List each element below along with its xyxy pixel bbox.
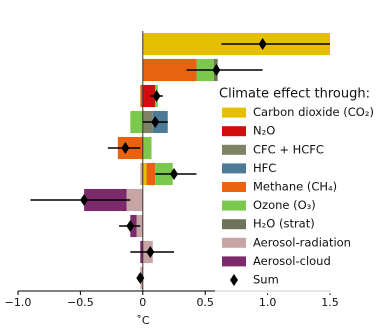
sum-marker xyxy=(146,246,155,258)
legend-label: Sum xyxy=(253,273,279,287)
legend-label: HFC xyxy=(253,161,276,175)
sum-marker xyxy=(212,64,221,76)
legend-label: Carbon dioxide (CO₂) xyxy=(253,105,374,119)
x-tick-label: −0.5 xyxy=(67,296,94,309)
legend-swatch xyxy=(222,182,246,192)
x-tick-label: 0 xyxy=(139,296,146,309)
bar-segment xyxy=(142,162,147,186)
bar-segment xyxy=(142,84,156,108)
x-tick-label: 1.0 xyxy=(259,296,277,309)
legend-swatch xyxy=(222,256,246,267)
legend-label: H₂O (strat) xyxy=(253,217,315,231)
legend-swatch xyxy=(222,219,246,230)
legend-swatch xyxy=(222,144,246,155)
legend-swatch xyxy=(222,237,246,248)
sum-marker xyxy=(151,116,160,128)
legend-label: Methane (CH₄) xyxy=(253,180,337,194)
bar-segment xyxy=(130,110,143,134)
legend-label: Aerosol-radiation xyxy=(253,235,351,249)
sum-marker xyxy=(80,194,89,206)
legend-label: Ozone (O₃) xyxy=(253,198,316,212)
bar-segment xyxy=(146,162,156,186)
legend-title: Climate effect through: xyxy=(219,87,370,102)
legend-swatch xyxy=(222,126,246,137)
bar-segment xyxy=(126,188,143,212)
bar-segment xyxy=(142,136,152,160)
sum-marker xyxy=(121,142,130,154)
sum-marker xyxy=(170,168,178,180)
bar-segment xyxy=(140,162,143,186)
sum-marker xyxy=(152,90,161,102)
x-tick-label: 1.5 xyxy=(321,296,339,309)
legend-label: CFC + HCFC xyxy=(253,142,324,156)
x-tick-label: 0.5 xyxy=(196,296,214,309)
x-axis-label: ˚C xyxy=(136,314,150,327)
sum-marker xyxy=(258,38,267,50)
bar-segment xyxy=(142,58,197,82)
legend-label: N₂O xyxy=(253,124,275,138)
legend-swatch xyxy=(222,163,246,174)
sum-marker xyxy=(126,220,135,232)
legend-swatch xyxy=(222,107,246,118)
legend-label: Aerosol-cloud xyxy=(253,254,331,268)
x-tick-label: −1.0 xyxy=(5,296,32,309)
bar-segment xyxy=(140,84,143,108)
legend-swatch xyxy=(222,200,246,211)
sum-marker xyxy=(136,272,145,284)
legend-marker xyxy=(230,274,238,286)
